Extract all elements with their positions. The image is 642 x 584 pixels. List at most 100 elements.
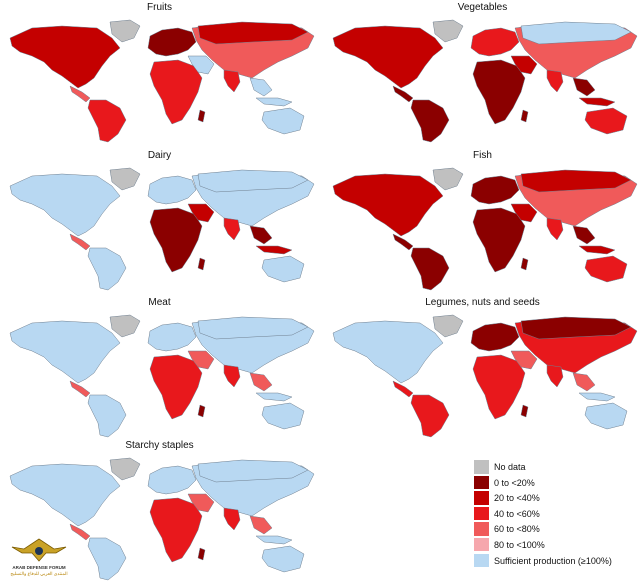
map-panel: Meat [2,297,317,441]
region-india [223,217,241,241]
region-australia [261,255,305,283]
region-madagascar [520,257,529,271]
world-map [9,314,315,438]
region-australia [584,107,628,135]
region-europe [147,27,197,57]
legend-item: Sufficient production (≥100%) [474,553,636,569]
map-panel: Fish [325,150,640,294]
region-europe [470,27,520,57]
region-india [223,69,241,93]
legend-item: 80 to <100% [474,537,636,553]
legend-item: 0 to <20% [474,475,636,491]
legend-label: 0 to <20% [494,477,535,488]
region-middleEast [510,55,538,75]
region-middleEast [510,203,538,223]
panel-title: Fish [473,150,492,161]
region-southAmerica [87,247,127,291]
legend-swatch [474,553,489,568]
region-india [223,364,241,388]
region-indonesia [578,97,616,107]
legend-item: 20 to <40% [474,491,636,506]
region-russia [520,316,632,340]
region-australia [261,545,305,573]
region-indonesia [255,535,293,545]
region-europe [470,322,520,352]
region-northAmerica [9,173,121,237]
region-madagascar [520,404,529,418]
panel-title: Meat [148,297,171,308]
region-northAmerica [332,320,444,384]
region-indonesia [255,97,293,107]
region-southAmerica [87,394,127,438]
world-map [9,19,315,143]
region-indonesia [255,392,293,402]
region-africa [149,59,203,125]
region-europe [147,175,197,205]
region-seAsia [249,372,273,392]
region-australia [261,402,305,430]
region-russia [197,316,309,340]
legend-item: 60 to <80% [474,522,636,537]
region-northAmerica [9,320,121,384]
panel-title: Fruits [147,2,172,13]
legend-item: No data [474,460,636,475]
legend-swatch [474,537,489,552]
panel-title: Starchy staples [125,440,194,451]
region-africa [472,59,526,125]
region-australia [584,402,628,430]
region-centralAmerica [69,380,91,398]
region-australia [261,107,305,135]
legend-label: 40 to <60% [494,508,540,519]
legend-swatch [474,491,489,505]
region-russia [197,459,309,483]
legend-swatch [474,506,489,521]
region-indonesia [255,245,293,255]
legend-item: 40 to <60% [474,506,636,522]
region-middleEast [187,350,215,370]
region-madagascar [197,109,206,123]
panel-title: Legumes, nuts and seeds [425,297,540,308]
region-seAsia [249,225,273,245]
region-middleEast [510,350,538,370]
region-middleEast [187,55,215,75]
region-greenland [109,19,141,43]
legend: No data 0 to <20% 20 to <40% 40 to <60% … [474,460,636,569]
region-russia [197,169,309,193]
world-map [332,314,638,438]
legend-label: 20 to <40% [494,493,540,504]
watermark-logo: ARAB DEFENSE FORUM المنتدى العربي للدفاع… [4,535,74,579]
logo-subtitle: المنتدى العربي للدفاع والتسليح [10,571,68,576]
region-africa [472,207,526,273]
map-panel: Starchy staples [2,440,317,584]
map-panel: Legumes, nuts and seeds [325,297,640,441]
region-madagascar [520,109,529,123]
legend-label: 80 to <100% [494,539,545,550]
world-map [332,19,638,143]
world-map [332,167,638,291]
region-africa [149,207,203,273]
region-centralAmerica [69,523,91,541]
region-europe [147,465,197,495]
region-indonesia [578,392,616,402]
region-seAsia [572,225,596,245]
region-centralAmerica [392,233,414,251]
region-russia [520,21,632,45]
region-southAmerica [410,247,450,291]
region-india [546,217,564,241]
region-middleEast [187,203,215,223]
region-southAmerica [87,537,127,581]
region-greenland [432,19,464,43]
region-middleEast [187,493,215,513]
region-russia [197,21,309,45]
region-southAmerica [410,99,450,143]
world-map [9,457,315,581]
world-map [9,167,315,291]
panel-title: Dairy [147,150,172,161]
region-centralAmerica [69,85,91,103]
region-africa [149,497,203,563]
region-northAmerica [332,25,444,89]
region-indonesia [578,245,616,255]
region-russia [520,169,632,193]
region-southAmerica [87,99,127,143]
region-seAsia [249,515,273,535]
